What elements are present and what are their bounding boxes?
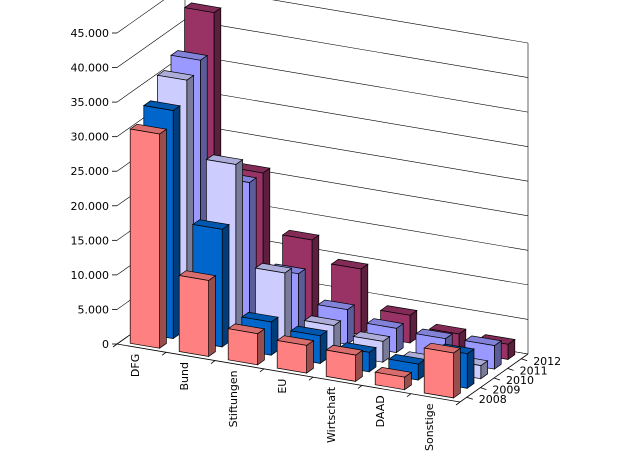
bar-front — [276, 340, 307, 374]
y-tick-label: 15.000 — [71, 234, 110, 247]
back-gridline — [184, 122, 529, 182]
depth-tick-mark — [493, 377, 501, 381]
category-label: Bund — [178, 362, 191, 390]
y-tick-label: 20.000 — [71, 200, 110, 213]
bar-front — [325, 349, 356, 382]
side-gridline — [116, 0, 165, 34]
back-gridline — [184, 19, 529, 78]
series-label: 2010 — [506, 374, 534, 387]
bar-side — [257, 328, 265, 366]
x-tick-mark — [210, 360, 216, 364]
y-tick-label: 25.000 — [71, 165, 110, 178]
bar-front — [178, 275, 209, 357]
category-label: EU — [276, 379, 289, 394]
x-tick-mark — [308, 376, 314, 381]
bar — [276, 335, 315, 374]
side-gridline — [116, 19, 186, 68]
bar — [374, 367, 413, 391]
bar — [325, 344, 364, 383]
y-tick-label: 0 — [102, 338, 109, 351]
bar — [129, 123, 168, 349]
category-label: DFG — [129, 354, 142, 377]
depth-tick-mark — [521, 358, 528, 362]
category-label: Sonstige — [423, 403, 436, 451]
y-tick-label: 5.000 — [78, 303, 110, 316]
bar-front — [423, 347, 454, 399]
bar — [227, 323, 266, 366]
series-label: 2012 — [533, 355, 561, 368]
floor-edge — [116, 343, 461, 403]
bar-side — [355, 349, 363, 383]
x-tick-mark — [259, 368, 265, 373]
series-label: 2009 — [492, 384, 520, 397]
bar-front — [227, 328, 258, 366]
bar-front — [129, 128, 160, 349]
y-tick-label: 30.000 — [71, 131, 110, 144]
category-label: DAAD — [374, 395, 387, 427]
plot-area: 0 5.000 10.000 15.000 20.000 25.000 30.000 35.0… — [71, 0, 561, 451]
x-tick-mark — [455, 401, 461, 406]
bar-side — [235, 159, 243, 338]
y-tick-label: 10.000 — [71, 269, 110, 282]
category-label: Wirtschaft — [325, 386, 338, 443]
bar-front — [374, 371, 405, 391]
x-tick-mark — [357, 385, 363, 389]
y-tick-label: 35.000 — [71, 96, 110, 109]
y-tick-label: 45.000 — [71, 27, 110, 40]
bar-side — [208, 275, 216, 358]
series-label: 2011 — [520, 364, 548, 377]
bar-side — [466, 348, 475, 389]
back-gridline — [184, 88, 529, 147]
bar-side — [453, 347, 461, 399]
back-gridline — [271, 0, 529, 44]
bar — [178, 270, 217, 358]
bar — [423, 342, 462, 399]
back-gridline — [184, 53, 529, 113]
depth-tick-mark — [480, 387, 487, 390]
x-tick-mark — [406, 393, 412, 398]
depth-tick-mark — [507, 368, 514, 371]
x-tick-mark — [112, 343, 118, 348]
x-tick-mark — [161, 351, 167, 356]
bar-side — [306, 339, 314, 374]
series-label: 2008 — [479, 393, 507, 406]
y-tick-label: 40.000 — [71, 62, 110, 75]
depth-tick-mark — [466, 396, 473, 400]
bar-side — [159, 128, 167, 349]
category-label: Stiftungen — [227, 370, 240, 427]
